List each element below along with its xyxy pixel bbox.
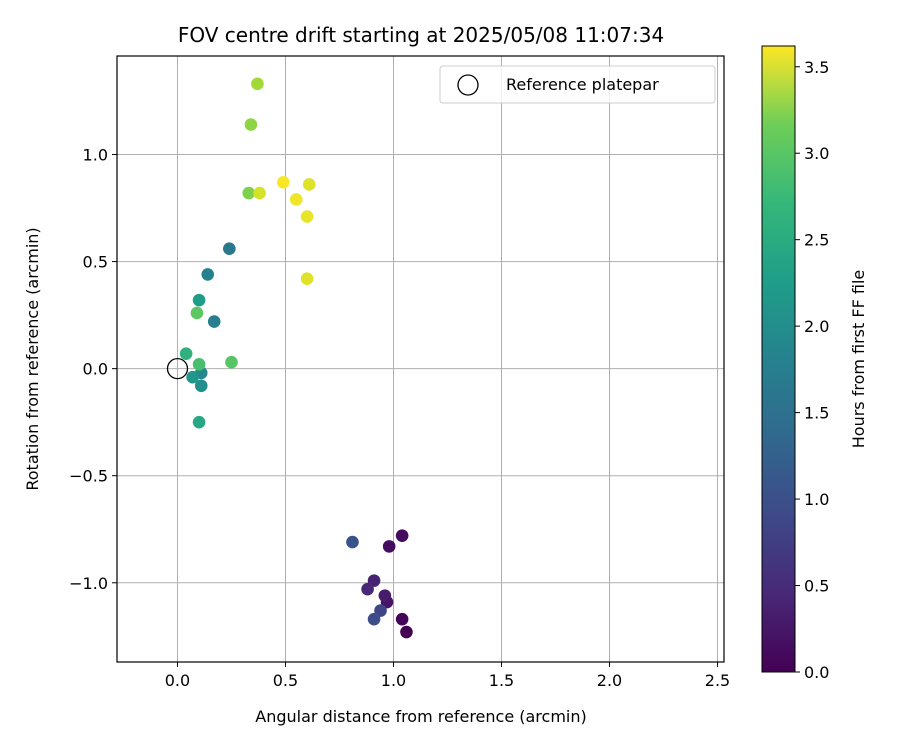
colorbar-ticks: 0.0 0.5 1.0 1.5 2.0 2.5 3.0 3.5 <box>795 58 829 682</box>
chart-title: FOV centre drift starting at 2025/05/08 … <box>178 23 664 47</box>
data-point <box>242 186 256 200</box>
colorbar-tick-label: 2.0 <box>804 317 829 336</box>
y-tick-label: −0.5 <box>69 467 108 486</box>
data-point <box>382 540 396 553</box>
data-point <box>367 574 381 587</box>
x-tick-label: 0.5 <box>273 671 298 690</box>
grid-lines <box>117 56 724 662</box>
data-point <box>186 370 199 384</box>
colorbar-tick-label: 3.0 <box>804 144 829 163</box>
data-point <box>207 315 221 328</box>
data-point <box>395 529 409 542</box>
data-point <box>192 415 206 429</box>
colorbar-tick-label: 0.0 <box>804 663 829 682</box>
plot-frame <box>116 55 725 663</box>
data-point <box>223 242 236 256</box>
y-axis-label: Rotation from reference (arcmin) <box>23 227 42 490</box>
data-point <box>201 268 215 281</box>
x-tick-label: 1.5 <box>489 671 514 690</box>
data-point <box>190 306 204 320</box>
y-tick-label: 1.0 <box>83 146 108 165</box>
x-axis-ticks: 0.0 0.5 1.0 1.5 2.0 2.5 <box>165 662 730 690</box>
x-tick-label: 2.5 <box>705 671 730 690</box>
colorbar-gradient <box>761 45 796 673</box>
colorbar: 0.0 0.5 1.0 1.5 2.0 2.5 3.0 3.5 Hours from firs… <box>761 45 868 682</box>
data-point <box>192 293 206 307</box>
x-axis-label: Angular distance from reference (arcmin) <box>255 707 586 726</box>
data-point <box>253 186 266 200</box>
colorbar-tick-label: 3.5 <box>804 58 829 77</box>
data-point <box>300 210 314 223</box>
data-point <box>244 118 258 131</box>
data-point <box>361 582 374 596</box>
data-point <box>251 77 264 91</box>
data-point <box>179 347 193 360</box>
reference-platepar-marker <box>166 357 189 380</box>
data-point <box>346 535 359 549</box>
colorbar-tick-label: 2.5 <box>804 231 829 250</box>
legend-label: Reference platepar <box>506 75 659 94</box>
data-point <box>300 272 314 285</box>
legend-box <box>439 65 716 104</box>
data-point <box>225 355 238 369</box>
x-tick-label: 2.0 <box>597 671 622 690</box>
data-point <box>374 604 387 617</box>
data-point <box>192 358 206 371</box>
colorbar-label: Hours from first FF file <box>849 270 868 449</box>
y-tick-label: 0.0 <box>83 360 108 379</box>
colorbar-tick-label: 1.5 <box>804 404 829 423</box>
data-points <box>166 77 413 639</box>
data-point <box>302 178 316 191</box>
data-point <box>289 193 303 206</box>
y-tick-label: 0.5 <box>83 253 108 272</box>
data-point <box>400 625 413 639</box>
x-tick-label: 0.0 <box>165 671 190 690</box>
y-axis-ticks: −1.0 −0.5 0.0 0.5 1.0 <box>69 146 117 593</box>
legend-marker-icon <box>457 74 479 96</box>
data-point <box>194 379 208 393</box>
legend: Reference platepar <box>439 65 716 104</box>
x-tick-label: 1.0 <box>381 671 406 690</box>
colorbar-tick-label: 1.0 <box>804 490 829 509</box>
y-tick-label: −1.0 <box>69 574 108 593</box>
data-point <box>395 612 409 626</box>
data-point <box>367 612 381 626</box>
data-point <box>378 589 392 602</box>
data-point <box>277 176 290 189</box>
colorbar-tick-label: 0.5 <box>804 577 829 596</box>
